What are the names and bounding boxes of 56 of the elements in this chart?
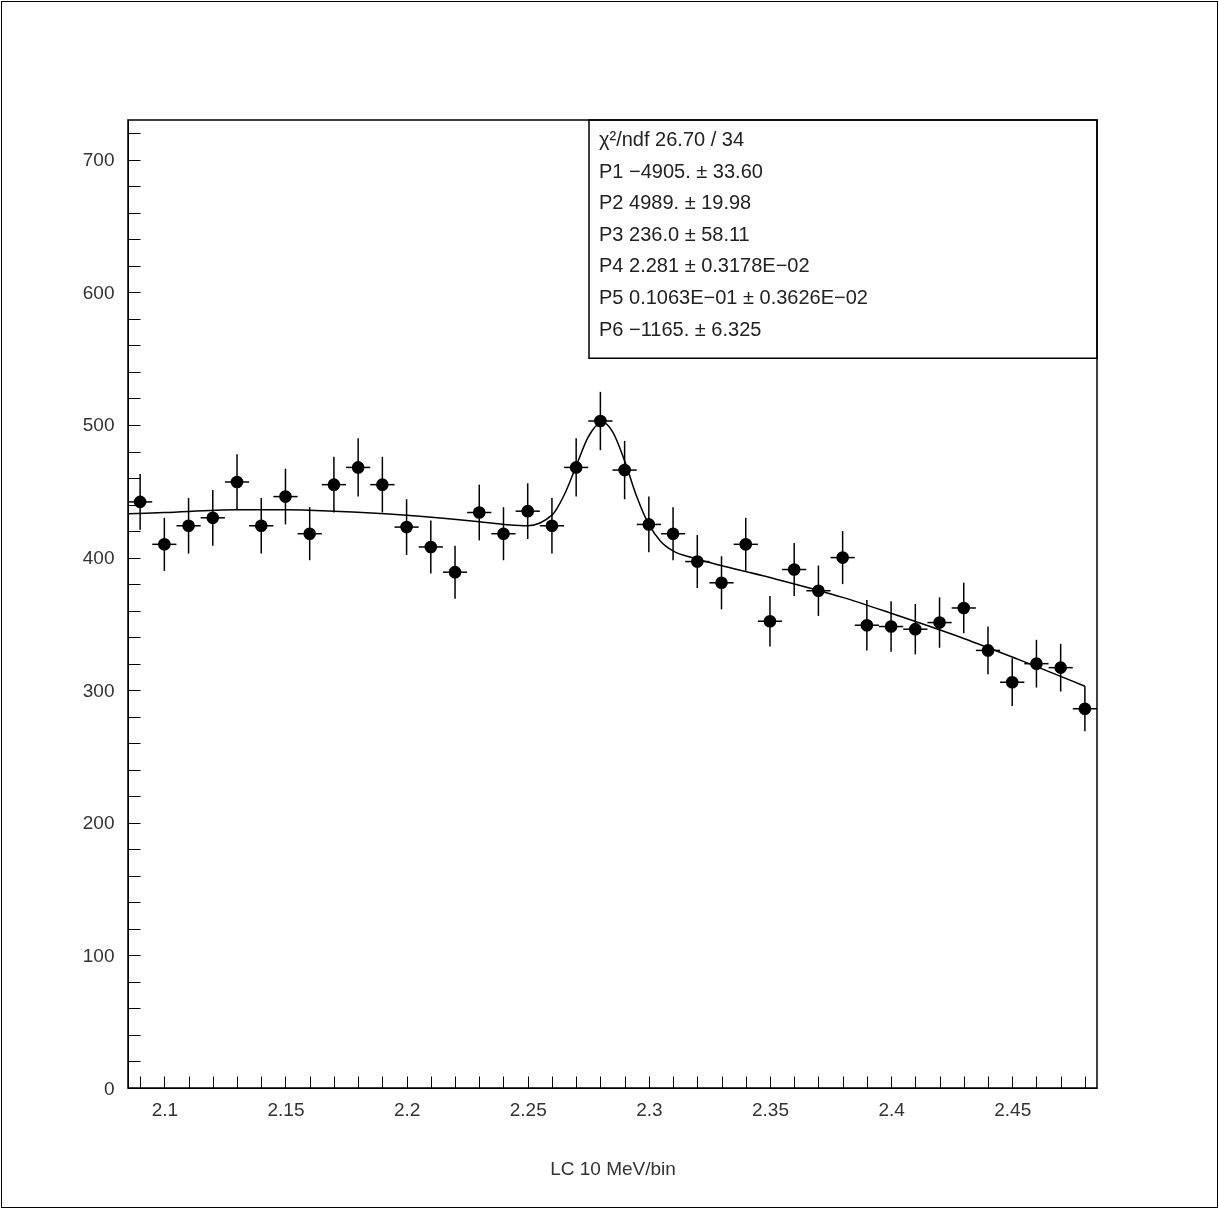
point: [254, 519, 268, 533]
point: [230, 475, 244, 489]
x-tick-label: 2.1: [151, 1098, 179, 1120]
x-tick-label: 2.25: [509, 1098, 547, 1120]
point: [836, 551, 849, 564]
point: [472, 506, 486, 519]
point: [860, 618, 874, 632]
x-axis-title: LC 10 MeV/bin: [550, 1157, 676, 1179]
point: [1054, 661, 1067, 674]
point: [763, 614, 777, 628]
annotation: P6 −1165. ± 6.325: [599, 317, 762, 340]
x-tick-label: 2.3: [636, 1098, 663, 1120]
point: [739, 538, 753, 551]
point: [884, 620, 898, 633]
point: [1078, 702, 1092, 716]
annotation: χ²/ndf 26.70 / 34: [599, 128, 745, 150]
point: [545, 519, 559, 533]
annotation: P3 236.0 ± 58.11: [599, 222, 750, 245]
point: [448, 565, 462, 579]
y-tick-label: 600: [82, 281, 115, 303]
y-tick-label: 300: [82, 679, 115, 701]
annotation: P1 −4905. ± 33.60: [599, 159, 763, 182]
x-tick-label: 2.15: [267, 1098, 305, 1120]
y-tick-label: 700: [82, 149, 115, 171]
point: [424, 540, 438, 554]
point: [521, 504, 535, 518]
annotation: P5 0.1063E−01 ± 0.3626E−02: [599, 286, 868, 308]
x-tick-label: 2.35: [751, 1098, 789, 1120]
point: [158, 538, 171, 551]
point: [376, 478, 389, 491]
point: [351, 461, 365, 474]
y-tick-label: 400: [82, 547, 115, 569]
annotation: P4 2.281 ± 0.3178E−02: [599, 254, 810, 277]
point: [957, 601, 971, 615]
point: [497, 527, 510, 541]
point: [666, 527, 680, 541]
point: [400, 520, 413, 534]
point: [327, 478, 341, 491]
point: [182, 519, 195, 533]
point: [279, 490, 292, 503]
point: [715, 576, 728, 590]
point: [787, 563, 801, 576]
point: [133, 495, 147, 509]
annotation: P2 4989. ± 19.98: [599, 191, 752, 214]
x-tick-label: 2.4: [878, 1098, 906, 1120]
y-tick-label: 200: [82, 812, 115, 834]
point: [933, 616, 946, 629]
point: [206, 511, 220, 525]
y-tick-label: 100: [82, 944, 115, 966]
y-tick-label: 0: [103, 1077, 115, 1099]
y-tick-label: 500: [82, 414, 115, 436]
point: [908, 622, 922, 636]
point: [1005, 675, 1019, 689]
x-tick-label: 2.2: [393, 1098, 421, 1120]
x-tick-label: 2.45: [994, 1098, 1032, 1120]
point: [303, 527, 317, 541]
